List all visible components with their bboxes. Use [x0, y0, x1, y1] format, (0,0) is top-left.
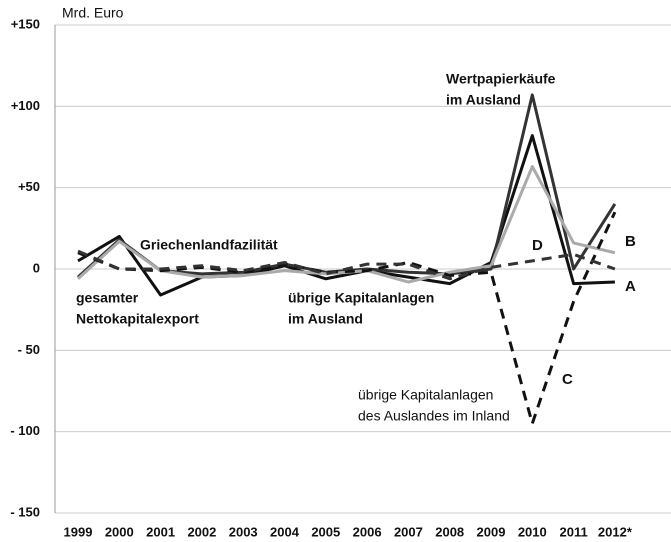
annotation: im Ausland [446, 92, 521, 108]
annotation: übrige Kapitalanlagen [358, 387, 493, 403]
y-tick-label: 0 [33, 260, 40, 275]
y-tick-label: - 100 [10, 423, 40, 438]
x-tick-label: 2006 [353, 524, 382, 539]
y-axis-label: Mrd. Euro [62, 5, 124, 21]
series-line [77, 134, 615, 297]
y-tick-label: +50 [18, 179, 40, 194]
series-label: C [562, 371, 573, 388]
annotation: des Auslandes im Inland [358, 408, 510, 424]
y-tick-label: - 50 [18, 342, 40, 357]
x-tick-label: 2011 [559, 524, 587, 539]
x-tick-label: 2008 [435, 524, 464, 539]
annotation: Wertpapierkäufe [446, 71, 556, 87]
x-tick-label: 2012* [598, 524, 633, 539]
series-line [76, 165, 616, 284]
x-tick-label: 2007 [394, 524, 423, 539]
x-tick-label: 2010 [518, 524, 547, 539]
x-tick-label: 2003 [229, 524, 258, 539]
y-tick-label: +100 [11, 98, 40, 113]
x-tick-label: 2004 [270, 524, 300, 539]
series-label: A [625, 278, 636, 295]
y-tick-label: - 150 [10, 504, 40, 519]
x-tick-label: 2000 [105, 524, 134, 539]
x-tick-label: 1999 [64, 524, 93, 539]
series-line [77, 211, 617, 426]
series-label: B [625, 233, 636, 250]
series-label: D [532, 237, 543, 254]
series-line [77, 249, 616, 281]
annotation: gesamter [76, 290, 139, 306]
x-tick-label: 2001 [146, 524, 175, 539]
x-tick-label: 2005 [311, 524, 340, 539]
y-tick-label: +150 [11, 16, 40, 31]
x-tick-label: 2002 [187, 524, 216, 539]
annotation: im Ausland [288, 311, 363, 327]
annotation: übrige Kapitalanlagen [288, 290, 434, 306]
annotation: Nettokapitalexport [76, 311, 199, 327]
x-tick-label: 2009 [477, 524, 506, 539]
annotation: Griechenlandfazilität [140, 237, 278, 253]
